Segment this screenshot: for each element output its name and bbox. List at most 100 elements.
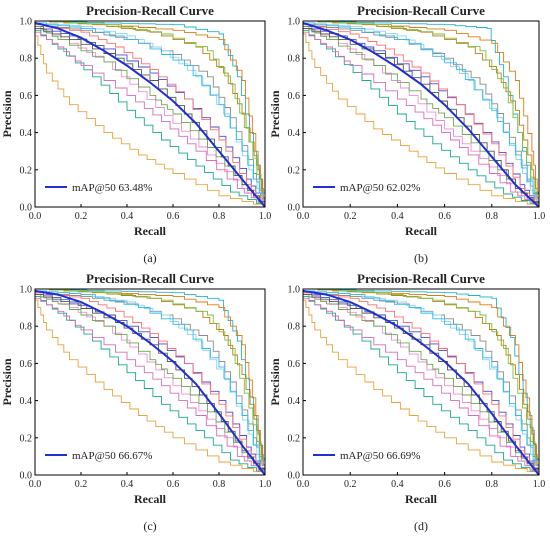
class-curve-7 <box>35 290 266 475</box>
legend-label: mAP@50 62.02% <box>340 182 420 194</box>
plot-frame <box>34 20 266 208</box>
x-tick-label: 0.6 <box>167 211 180 222</box>
y-tick-label: 0.0 <box>20 203 33 214</box>
y-axis-label: Precision <box>268 90 282 137</box>
class-curve-12 <box>303 290 540 475</box>
y-tick-label: 0.6 <box>288 359 301 370</box>
x-tick-label: 0.8 <box>486 211 499 222</box>
y-axis-label: Precision <box>0 358 14 405</box>
y-tick-label: 0.4 <box>288 396 301 407</box>
class-curve-14 <box>35 288 266 475</box>
y-tick-label: 0.4 <box>20 128 33 139</box>
x-tick-label: 1.0 <box>533 479 546 490</box>
x-tick-label: 0.2 <box>344 479 357 490</box>
class-curve-2 <box>303 24 540 207</box>
y-axis-label: Precision <box>0 90 14 137</box>
plot-frame <box>302 288 540 476</box>
y-tick-label: 0.0 <box>288 203 301 214</box>
class-curve-12 <box>35 290 266 475</box>
y-tick-label: 0.8 <box>20 54 33 65</box>
class-curve-6 <box>303 33 540 207</box>
chart-title: Precision-Recall Curve <box>357 3 485 18</box>
class-curve-10 <box>303 20 540 207</box>
x-tick-label: 0.0 <box>29 211 42 222</box>
class-curve-6 <box>35 299 266 475</box>
class-curve-10 <box>35 20 266 207</box>
class-curve-12 <box>35 22 266 207</box>
x-tick-label: 0.0 <box>29 479 42 490</box>
y-tick-label: 1.0 <box>20 17 33 28</box>
y-tick-label: 0.6 <box>20 359 33 370</box>
x-axis-label: Recall <box>405 224 438 238</box>
x-tick-label: 0.8 <box>213 479 226 490</box>
x-tick-label: 0.8 <box>486 479 499 490</box>
class-curve-6 <box>303 299 540 475</box>
class-curve-10 <box>303 288 540 475</box>
class-curve-3 <box>303 292 540 475</box>
plot-frame <box>34 288 266 476</box>
y-tick-label: 0.0 <box>20 471 33 482</box>
x-tick-label: 1.0 <box>533 211 546 222</box>
x-tick-label: 1.0 <box>259 211 272 222</box>
chart-title: Precision-Recall Curve <box>357 271 485 286</box>
chart-panel-0: 0.0 0.2 0.4 0.6 0.8 1.0 0.0 0.2 0.4 0.6 0.8 1.0 Prec… <box>0 3 271 265</box>
class-curve-3 <box>303 26 540 207</box>
legend-label: mAP@50 66.67% <box>72 450 152 462</box>
y-tick-label: 0.2 <box>20 433 33 444</box>
mean-pr-curve <box>302 289 540 476</box>
panel-label: (c) <box>143 519 156 533</box>
panel-label: (b) <box>414 251 428 265</box>
chart-title: Precision-Recall Curve <box>86 271 214 286</box>
x-tick-label: 0.6 <box>438 479 451 490</box>
class-curve-11 <box>303 27 540 207</box>
legend-label: mAP@50 63.48% <box>72 182 152 194</box>
y-tick-label: 1.0 <box>288 17 301 28</box>
mean-pr-curve <box>302 21 540 208</box>
class-curve-5 <box>35 295 266 475</box>
y-tick-label: 1.0 <box>288 285 301 296</box>
class-curve-6 <box>35 35 266 207</box>
class-curve-12 <box>303 22 540 207</box>
class-curve-13 <box>35 297 266 475</box>
class-curve-0 <box>35 288 266 475</box>
chart-panel-1: 0.0 0.2 0.4 0.6 0.8 1.0 0.0 0.2 0.4 0.6 0.8 1.0 Prec… <box>268 3 545 265</box>
y-tick-label: 0.2 <box>20 165 33 176</box>
y-tick-label: 0.8 <box>288 322 301 333</box>
y-tick-label: 0.4 <box>20 396 33 407</box>
x-tick-label: 0.0 <box>297 211 310 222</box>
class-curve-14 <box>303 288 540 475</box>
y-tick-label: 0.2 <box>288 165 301 176</box>
class-curve-5 <box>303 295 540 475</box>
class-curve-7 <box>303 22 540 207</box>
x-tick-label: 0.2 <box>75 211 88 222</box>
x-tick-label: 1.0 <box>259 479 272 490</box>
y-tick-label: 0.0 <box>288 471 301 482</box>
x-tick-label: 0.0 <box>297 479 310 490</box>
plot-frame <box>302 20 540 208</box>
x-tick-label: 0.4 <box>121 479 134 490</box>
chart-panel-2: 0.0 0.2 0.4 0.6 0.8 1.0 0.0 0.2 0.4 0.6 0.8 1.0 Prec… <box>0 271 271 533</box>
mean-pr-curve <box>34 289 266 476</box>
class-curve-14 <box>35 20 266 207</box>
x-axis-label: Recall <box>134 492 167 506</box>
x-tick-label: 0.6 <box>167 479 180 490</box>
x-axis-label: Recall <box>405 492 438 506</box>
x-tick-label: 0.6 <box>438 211 451 222</box>
x-tick-label: 0.2 <box>75 479 88 490</box>
y-tick-label: 0.6 <box>20 91 33 102</box>
class-curve-0 <box>35 20 266 207</box>
x-tick-label: 0.4 <box>121 211 134 222</box>
x-tick-label: 0.2 <box>344 211 357 222</box>
y-tick-label: 0.8 <box>288 54 301 65</box>
legend-label: mAP@50 66.69% <box>340 450 420 462</box>
class-curve-4 <box>303 27 540 207</box>
chart-title: Precision-Recall Curve <box>86 3 214 18</box>
class-curve-13 <box>35 31 266 207</box>
class-curve-8 <box>303 292 540 475</box>
class-curve-0 <box>303 20 540 207</box>
class-curve-7 <box>303 290 540 475</box>
y-tick-label: 0.2 <box>288 433 301 444</box>
class-curve-13 <box>303 31 540 207</box>
y-tick-label: 0.4 <box>288 128 301 139</box>
